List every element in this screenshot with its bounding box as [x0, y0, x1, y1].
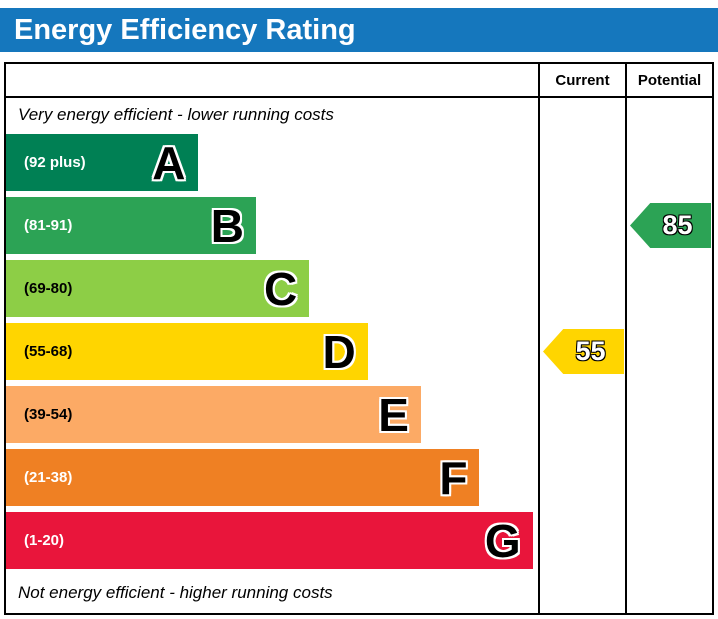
band-list: (92 plus) A (81-91) B (69-80) C (55-68) D (39-54…: [6, 131, 538, 572]
band-range-label: (55-68): [24, 343, 73, 360]
band-letter: C: [264, 262, 298, 315]
band-letter: F: [439, 451, 468, 504]
chart-body: Very energy efficient - lower running co…: [6, 98, 712, 613]
top-note: Very energy efficient - lower running co…: [18, 104, 334, 124]
band-letter: B: [210, 199, 245, 252]
band-row-g: (1-20) G: [6, 509, 538, 572]
band-letter: G: [484, 514, 521, 567]
band-letter: E: [378, 388, 409, 441]
rating-chart: Current Potential Very energy efficient …: [4, 62, 714, 615]
band-row-f: (21-38) F: [6, 446, 538, 509]
bands-area: Very energy efficient - lower running co…: [6, 98, 538, 613]
chart-title-bar: Energy Efficiency Rating: [0, 8, 718, 52]
band-bar-e: (39-54) E: [6, 386, 421, 443]
band-bar-b: (81-91) B: [6, 197, 257, 254]
current-column: 55: [538, 98, 625, 613]
band-range-label: (81-91): [24, 217, 73, 234]
band-bar-g: (1-20) G: [6, 512, 533, 569]
band-range-label: (69-80): [24, 280, 73, 297]
band-bar-d: (55-68) D: [6, 323, 368, 380]
band-letter: A: [152, 136, 186, 189]
band-row-b: (81-91) B: [6, 194, 538, 257]
chart-header-row: Current Potential: [6, 64, 712, 98]
potential-rating-arrow: 85: [630, 203, 711, 248]
chart-title: Energy Efficiency Rating: [14, 13, 356, 46]
band-row-d: (55-68) D: [6, 320, 538, 383]
column-header-potential: Potential: [625, 64, 712, 96]
potential-column: 85: [625, 98, 712, 613]
band-row-c: (69-80) C: [6, 257, 538, 320]
band-bar-c: (69-80) C: [6, 260, 310, 317]
band-range-label: (39-54): [24, 406, 73, 423]
band-bar-a: (92 plus) A: [6, 134, 198, 191]
bottom-note: Not energy efficient - higher running co…: [18, 582, 333, 602]
band-row-a: (92 plus) A: [6, 131, 538, 194]
band-range-label: (1-20): [24, 532, 65, 549]
header-spacer: [6, 64, 538, 96]
current-rating-arrow: 55: [543, 329, 624, 374]
band-row-e: (39-54) E: [6, 383, 538, 446]
band-bar-f: (21-38) F: [6, 449, 480, 506]
column-header-current: Current: [538, 64, 625, 96]
band-letter: D: [322, 325, 356, 378]
band-range-label: (21-38): [24, 469, 73, 486]
band-range-label: (92 plus): [24, 154, 86, 171]
